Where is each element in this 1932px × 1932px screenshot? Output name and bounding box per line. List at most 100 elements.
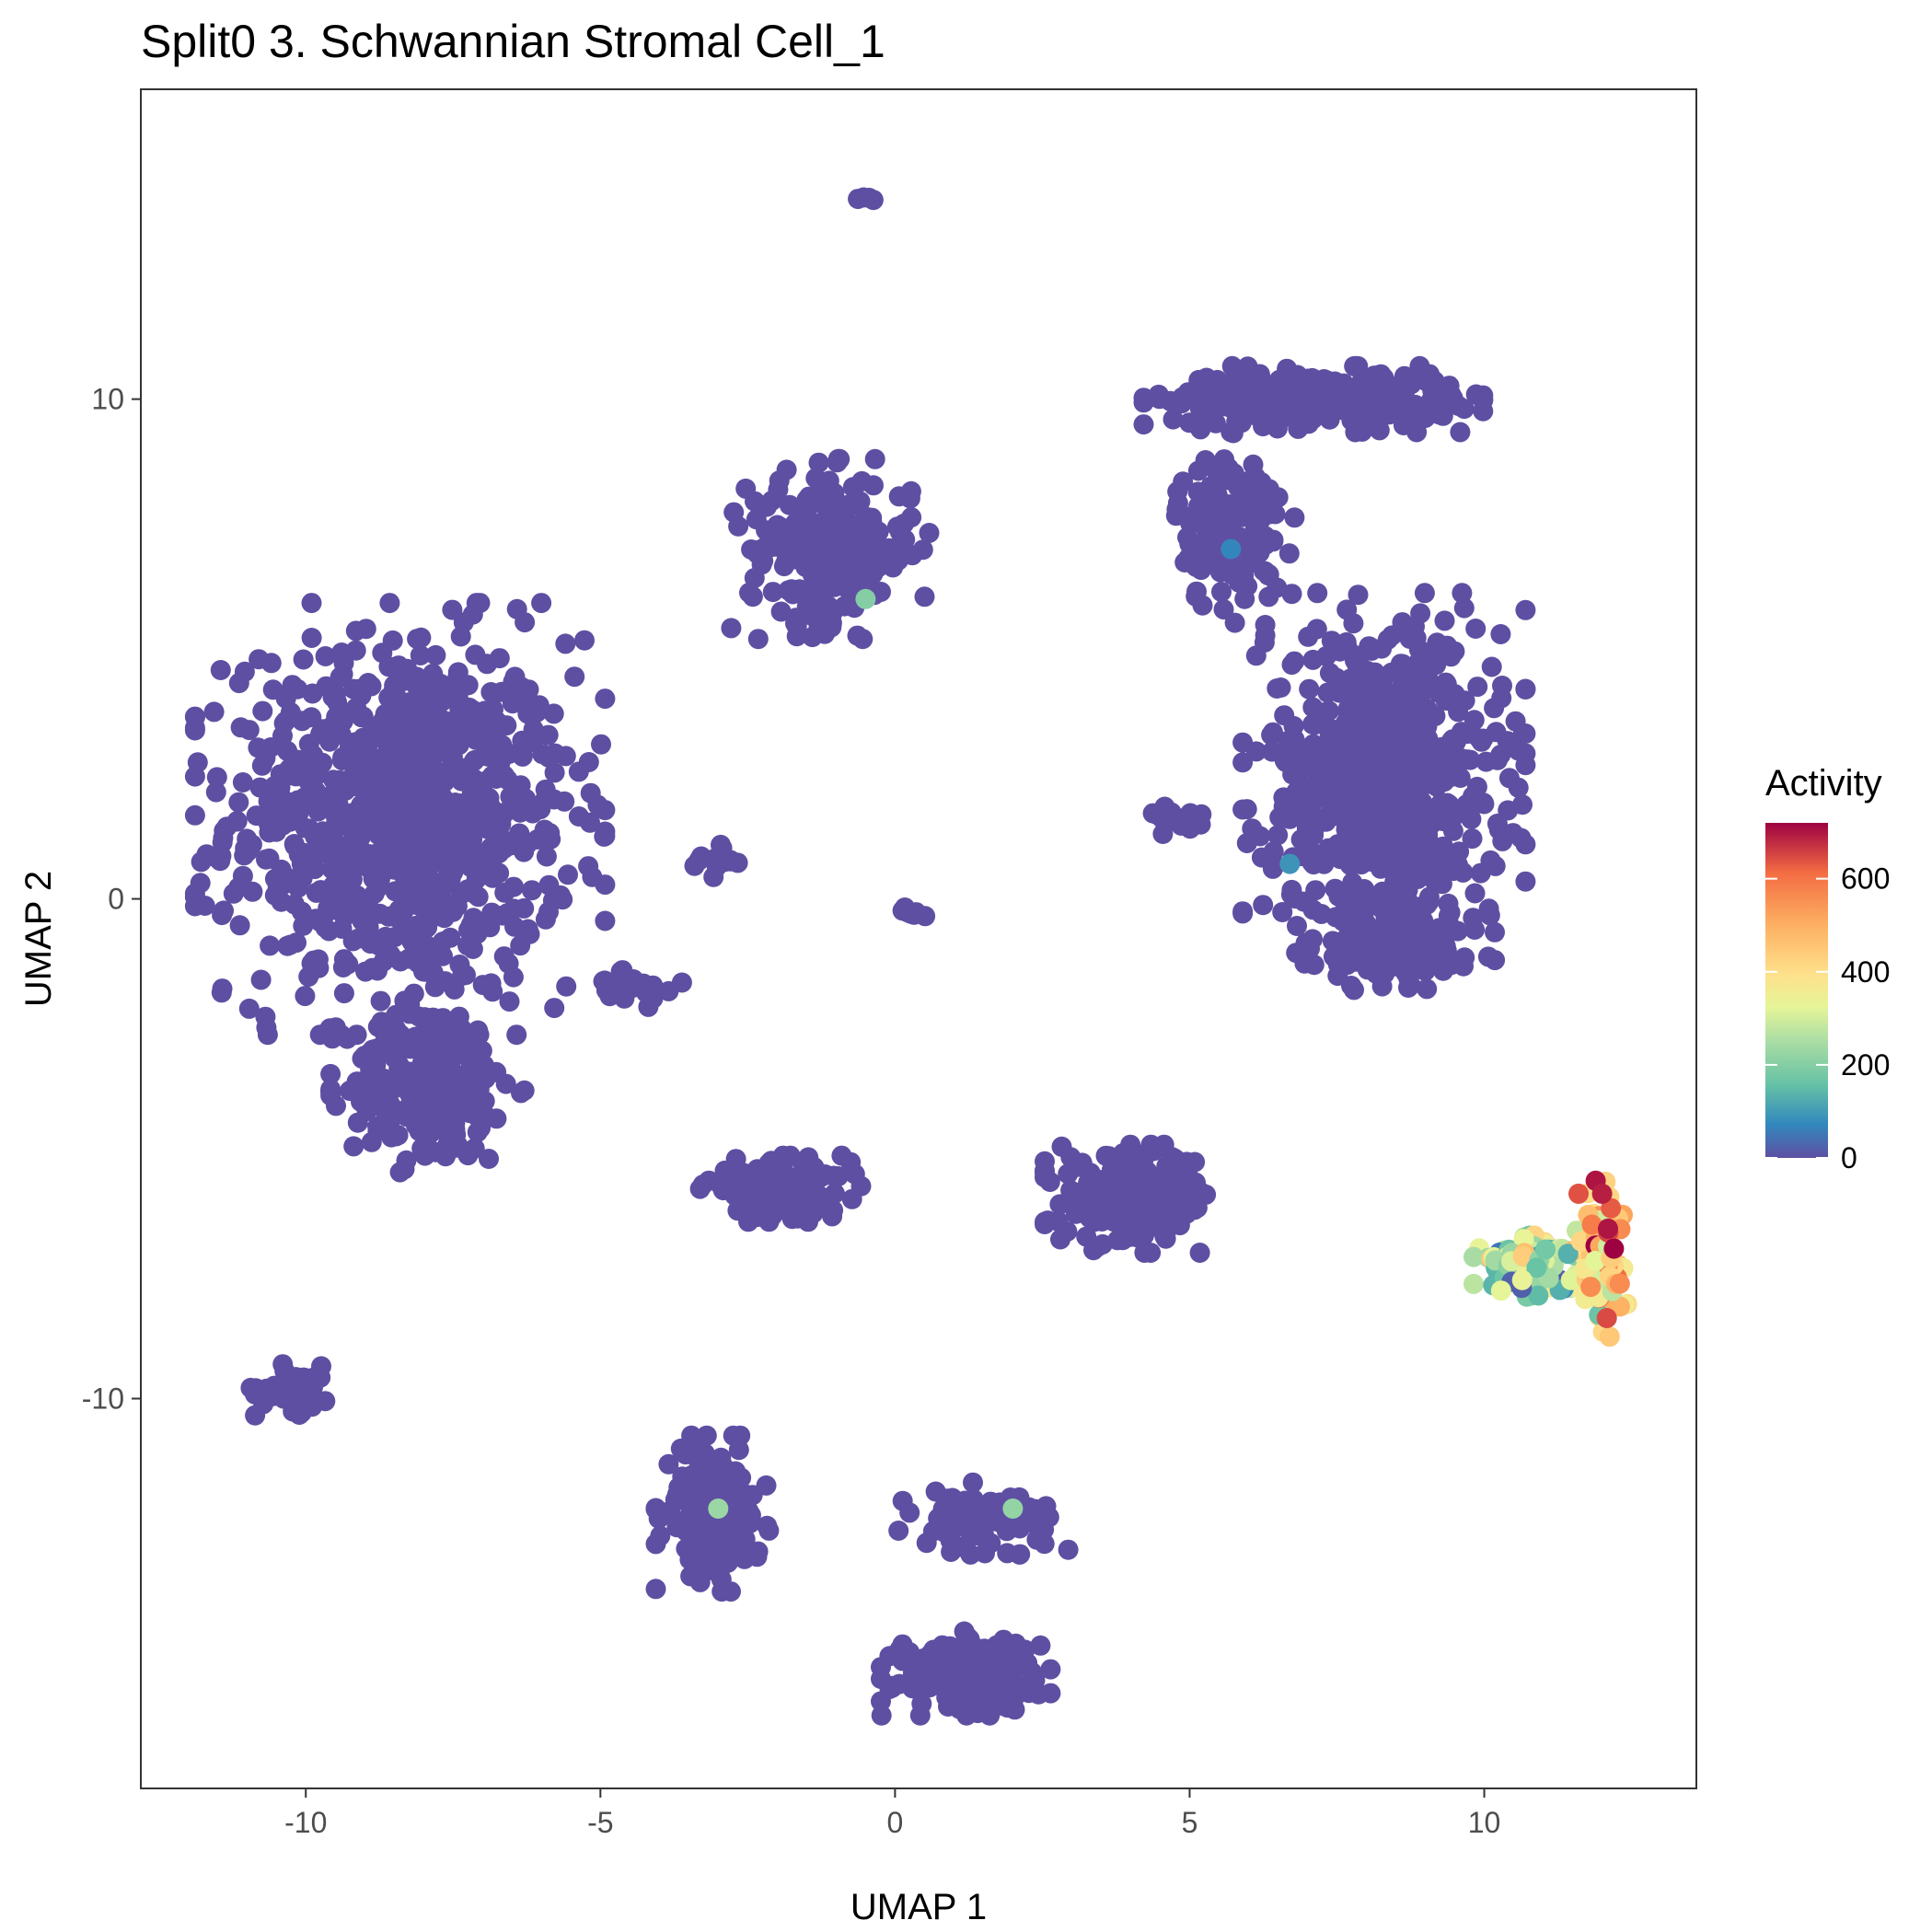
legend-title: Activity [1765,763,1882,804]
data-point [1253,895,1274,916]
data-point [904,1656,925,1677]
highlighted-data-point [1002,1498,1024,1519]
data-point [1463,1273,1484,1294]
data-points [184,187,1637,1726]
data-point [1393,785,1414,806]
data-point [1339,854,1360,875]
data-point [433,1008,454,1029]
data-point [480,973,502,994]
data-point [1384,743,1406,764]
data-point [289,1405,310,1425]
data-point [187,752,208,773]
data-point [1485,950,1506,971]
data-point [314,881,335,901]
data-point [269,780,290,800]
data-point [591,734,611,755]
data-point [1134,1243,1155,1263]
data-point [271,891,292,912]
data-point [292,1380,313,1401]
data-point [1031,1520,1052,1541]
data-point [1290,800,1312,821]
data-point [1452,583,1473,604]
data-point [888,486,909,507]
data-point [252,700,273,722]
data-point [360,1059,381,1081]
data-point [337,1028,358,1049]
data-point [1233,565,1255,586]
x-axis-ticks: -10 -5 0 5 10 [284,1788,1500,1839]
legend-ticks: 0 200 400 600 [1765,862,1890,1174]
data-point [1515,679,1536,700]
data-point [1166,392,1187,413]
data-point [1329,682,1350,703]
data-point [457,879,479,900]
highlighted-data-point [1603,1238,1625,1259]
data-point [375,1101,396,1122]
data-point [658,1453,679,1475]
data-point [1232,901,1254,922]
data-point [1254,632,1275,653]
y-axis-ticks: -10 0 10 [82,383,141,1416]
data-point [368,793,389,815]
data-point [711,1447,732,1468]
data-point [824,1183,845,1204]
data-point [1238,386,1259,407]
data-point [1353,682,1374,703]
data-point [795,546,816,567]
data-point [768,479,789,500]
data-point [1431,873,1452,895]
data-point [741,1197,762,1218]
data-point [805,468,827,489]
data-point [206,848,227,869]
data-point [1154,796,1175,817]
data-point [504,666,526,688]
data-point [332,957,353,978]
data-point [1058,1539,1079,1560]
data-point [280,934,301,955]
data-point [1284,651,1305,672]
data-point [223,883,244,904]
data-point [486,1061,507,1082]
data-point [389,664,411,684]
data-point [1347,928,1367,949]
data-point [388,797,410,818]
data-point [1331,943,1351,964]
data-point [381,1127,402,1148]
data-point [1201,399,1222,420]
data-point [1221,355,1243,376]
data-point [1490,624,1511,644]
data-point [778,580,799,601]
data-point [441,1059,462,1081]
data-point [515,612,536,633]
data-point [330,666,351,688]
data-point [1287,916,1307,936]
data-point [960,1544,981,1565]
data-point [283,834,305,854]
data-point [1336,739,1358,760]
data-point [678,1494,700,1515]
data-point [463,751,484,771]
data-point [406,766,426,787]
data-point [1192,595,1213,616]
data-point [369,903,390,924]
data-point [396,1150,417,1171]
data-point [1406,422,1428,443]
data-point [914,586,935,607]
data-point [1481,656,1502,677]
data-point [366,865,388,886]
data-point [514,897,535,919]
data-point [721,618,742,639]
data-point [463,908,484,929]
data-point [1298,376,1319,398]
data-point [516,834,538,855]
data-point [448,1006,469,1027]
data-point [442,746,463,768]
data-point [1008,1652,1029,1673]
data-point [1526,1257,1547,1278]
data-point [506,1024,527,1046]
highlighted-data-point [1221,538,1242,560]
data-point [347,775,368,796]
data-point [1295,932,1316,954]
data-point [301,628,322,648]
